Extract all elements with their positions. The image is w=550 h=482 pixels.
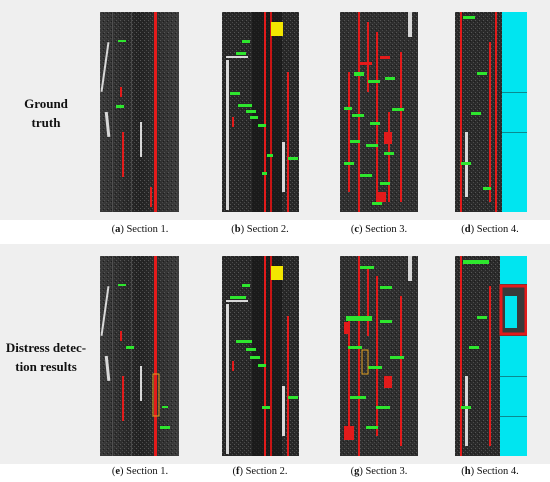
section-1-ground-truth-image: [100, 12, 179, 212]
caption-c: (c) Section 3.: [350, 224, 408, 235]
section-4-detection-image: [455, 256, 527, 456]
caption-b-text: Section 2.: [246, 224, 289, 235]
caption-b-letter: b: [234, 224, 241, 235]
caption-f-text: Section 2.: [245, 466, 288, 477]
ground-truth-label-line-1: Ground: [24, 96, 68, 111]
caption-a-text: Section 1.: [126, 224, 169, 235]
caption-c-letter: c: [354, 224, 360, 235]
detection-results-label-line-2: tion results: [15, 359, 77, 374]
caption-c-text: Section 3.: [365, 224, 408, 235]
ground-truth-label: Ground truth: [0, 94, 92, 132]
caption-a: (a) Section 1.: [111, 224, 169, 235]
caption-d-text: Section 4.: [476, 224, 519, 235]
detection-results-label-line-1: Distress detec-: [5, 340, 87, 355]
caption-g-letter: g: [354, 466, 360, 477]
section-3-detection-image: [340, 256, 418, 456]
caption-h-letter: h: [464, 466, 471, 477]
caption-g: (g) Section 3.: [350, 466, 408, 477]
ground-truth-label-line-2: truth: [31, 115, 61, 130]
caption-f: (f) Section 2.: [232, 466, 288, 477]
caption-d: (d) Section 4.: [461, 224, 519, 235]
caption-e-text: Section 1.: [126, 466, 169, 477]
section-1-detection-image: [100, 256, 179, 456]
caption-d-letter: d: [464, 224, 471, 235]
caption-e: (e) Section 1.: [111, 466, 169, 477]
caption-g-text: Section 3.: [365, 466, 408, 477]
section-3-ground-truth-image: [340, 12, 418, 212]
section-2-ground-truth-image: [222, 12, 299, 212]
detection-results-label: Distress detec- tion results: [0, 338, 92, 376]
caption-f-letter: f: [235, 466, 240, 477]
caption-a-letter: a: [115, 224, 121, 235]
caption-h-text: Section 4.: [476, 466, 519, 477]
section-4-ground-truth-image: [455, 12, 527, 212]
caption-h: (h) Section 4.: [461, 466, 519, 477]
section-2-detection-image: [222, 256, 299, 456]
caption-e-letter: e: [115, 466, 121, 477]
caption-b: (b) Section 2.: [231, 224, 289, 235]
